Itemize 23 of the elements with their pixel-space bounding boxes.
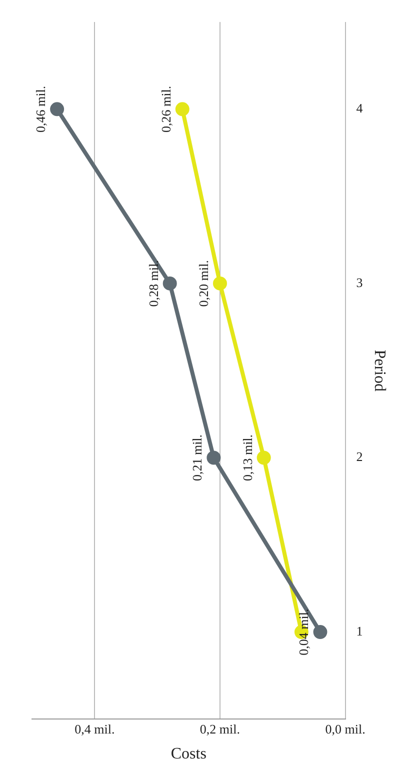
data-label: 0,26 mil. <box>158 86 174 132</box>
data-label: 0,20 mil. <box>196 260 211 307</box>
point <box>206 450 221 465</box>
point <box>256 450 271 465</box>
data-label: 0,04 mil. <box>296 608 312 656</box>
data-label: 0,46 mil. <box>32 86 48 132</box>
point <box>162 276 177 290</box>
x-tick-label: 0,2 mil. <box>200 721 240 736</box>
y-tick-label: 2 <box>356 449 363 464</box>
point <box>212 276 227 290</box>
data-label: 0,28 mil. <box>146 260 161 307</box>
point <box>175 102 190 116</box>
data-label: 0,13 mil. <box>240 434 255 482</box>
x-axis-title: Costs <box>170 746 206 763</box>
data-label: 0,21 mil. <box>190 434 205 482</box>
x-tick-label: 0,0 mil. <box>325 721 366 736</box>
y-tick-label: 3 <box>356 274 363 290</box>
point <box>313 625 328 640</box>
x-tick-label: 0,4 mil. <box>74 721 115 736</box>
point <box>50 102 64 116</box>
y-axis-title: Period <box>371 350 388 392</box>
y-tick-label: 4 <box>356 100 364 116</box>
y-tick-label: 1 <box>356 623 363 638</box>
